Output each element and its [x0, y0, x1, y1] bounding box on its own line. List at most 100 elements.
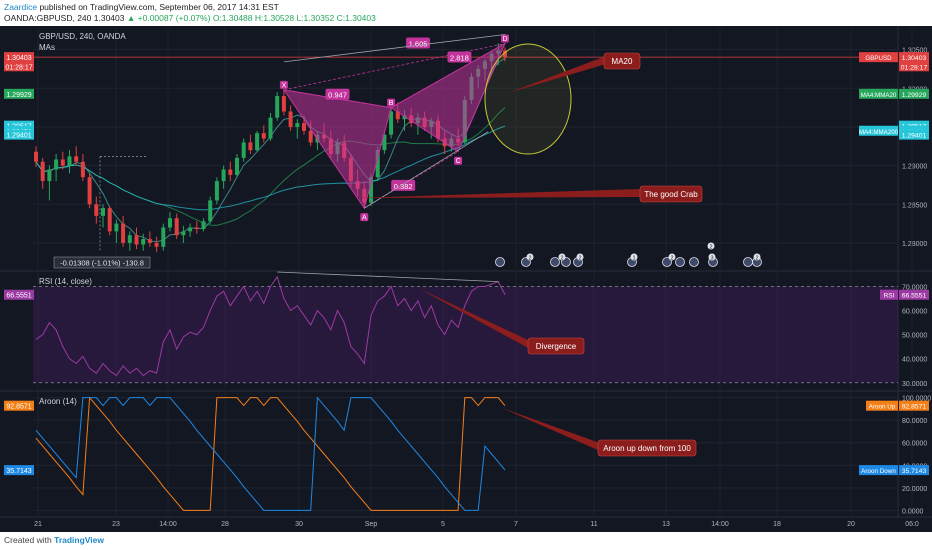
- chart-canvas[interactable]: 1.305001.300001.295001.290001.285001.280…: [0, 26, 932, 532]
- left-price-tag: [4, 120, 34, 131]
- published-text: published on TradingView.com, September …: [39, 2, 279, 12]
- pattern-point-label: D: [502, 36, 507, 43]
- time-tick-label: 5: [441, 521, 445, 528]
- aroon-up-line: [35, 396, 506, 511]
- event-count-badge: [753, 253, 761, 261]
- divergence-line: [277, 271, 499, 283]
- divergence-callout-box: [527, 337, 585, 355]
- pattern-point-marker: [279, 80, 288, 89]
- rsi-band-fill: [33, 286, 898, 383]
- pattern-ratio-label: 0.382: [394, 182, 413, 191]
- pattern-point-label: C: [456, 158, 461, 165]
- rsi-line: [35, 275, 506, 377]
- candle-body: [87, 177, 92, 205]
- left-price-tag-label: 1.29929: [6, 92, 31, 99]
- price-tick-label: 1.28000: [902, 241, 927, 248]
- candle-body: [188, 227, 193, 232]
- pattern-ratio-badge: [325, 88, 350, 100]
- rsi-value-label: 66.5551: [6, 293, 31, 300]
- ma20-callout-box: [603, 52, 641, 70]
- rsi-value-tag: [4, 289, 34, 300]
- aroon-down-axis-tag: [899, 465, 929, 476]
- pattern-ratio-badge: [447, 51, 472, 63]
- rsi-series-tag: [880, 289, 898, 300]
- rsi-series-label: RSI: [884, 293, 895, 300]
- event-count-badge: [668, 253, 676, 261]
- axis-price-tag-label: 1.30403: [902, 55, 927, 62]
- pattern-point-marker: [501, 34, 509, 43]
- aroon-up-value-label: 92.8571: [6, 404, 31, 411]
- tradingview-logo[interactable]: TradingView: [54, 535, 105, 545]
- time-tick-label: 23: [112, 521, 120, 528]
- candle-body: [80, 161, 85, 178]
- aroon-pane-title: Aroon (14): [39, 397, 77, 406]
- candle-body: [60, 159, 65, 166]
- crab-callout-box: [639, 185, 703, 203]
- left-price-tag: [4, 88, 34, 99]
- candle-body: [248, 142, 253, 151]
- candle-body: [67, 156, 72, 166]
- price-pane-title: GBP/USD, 240, OANDA: [39, 32, 126, 41]
- event-count-label: 2: [670, 256, 673, 262]
- rsi-tick-label: 30.0000: [902, 381, 927, 388]
- rsi-axis-tag-label: 66.5551: [902, 293, 927, 300]
- left-price-tag-label: 1.30403: [6, 55, 31, 62]
- author-link[interactable]: Zaardice: [4, 2, 38, 12]
- axis-price-tag-label: 1.29929: [902, 92, 927, 99]
- candle-body: [168, 218, 172, 228]
- event-icon: [495, 257, 505, 267]
- event-count-label: 2: [560, 256, 563, 262]
- time-tick-label: 21: [34, 521, 42, 528]
- left-price-tag: [4, 52, 34, 63]
- trendline-lower: [364, 131, 489, 209]
- time-tick-label: 20: [847, 521, 855, 528]
- candle-body: [268, 117, 273, 139]
- axis-price-tag-label: 01:28:17: [901, 64, 928, 71]
- candle-body: [241, 142, 246, 158]
- aroon-down-series-label: Aroon Down: [861, 468, 896, 475]
- event-icon: [689, 257, 699, 267]
- candle-body: [503, 50, 507, 58]
- right-series-tag: [859, 88, 898, 99]
- ma20-callout-label: MA20: [612, 57, 633, 66]
- aroon-up-axis-tag: [899, 400, 929, 411]
- candle-body: [214, 181, 219, 201]
- aroon-down-series-tag: [859, 465, 898, 476]
- candle-body: [288, 111, 293, 127]
- candle-body: [161, 227, 166, 247]
- event-count-label: 2: [709, 245, 712, 251]
- rsi-tick-label: 70.0000: [902, 284, 927, 291]
- trendline-upper: [283, 34, 506, 63]
- candle-body: [54, 159, 59, 170]
- right-series-tag: [859, 125, 898, 136]
- event-icon: [550, 257, 560, 267]
- axis-price-tag: [899, 120, 929, 131]
- candle-body: [261, 133, 266, 139]
- right-series-tag: [859, 52, 898, 63]
- last-price: 1.30403: [93, 13, 125, 23]
- aroon-up-series-label: Aroon Up: [869, 404, 896, 411]
- candle-body: [94, 204, 99, 216]
- event-count-label: 2: [528, 256, 531, 262]
- event-count-label: 3: [710, 256, 713, 262]
- candle-body: [101, 208, 105, 216]
- event-count-badge: [558, 253, 566, 261]
- candle-body: [141, 239, 146, 245]
- event-count-label: 2: [755, 256, 758, 262]
- candle-body: [121, 223, 126, 243]
- time-tick-label: 28: [221, 521, 229, 528]
- aroon-down-value-tag: [4, 465, 34, 476]
- rsi-tick-label: 60.0000: [902, 309, 927, 316]
- candle-body: [34, 151, 38, 162]
- candle-body: [208, 200, 213, 222]
- time-tick-label: 18: [773, 521, 781, 528]
- candle-body: [194, 227, 199, 230]
- candle-body: [40, 161, 45, 182]
- time-tick-label: Sep: [365, 521, 378, 528]
- aroon-down-line: [35, 396, 506, 511]
- candle-body: [275, 96, 280, 118]
- crab-callout-pointer: [352, 189, 642, 198]
- candle-body: [369, 177, 373, 203]
- axis-price-tag: [899, 129, 929, 140]
- pattern-point-label: X: [282, 82, 287, 89]
